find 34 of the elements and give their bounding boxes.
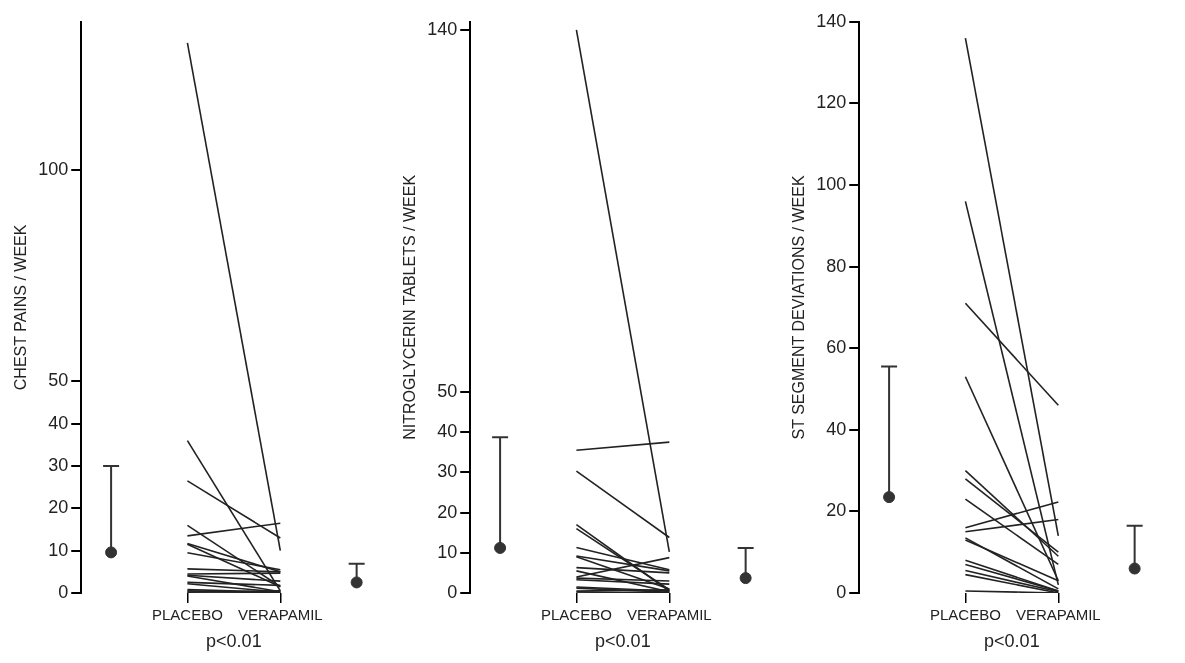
y-axis-title: ST SEGMENT DEVIATIONS / WEEK — [790, 175, 808, 440]
y-tick-label: 140 — [427, 18, 458, 39]
y-tick-label: 40 — [826, 418, 847, 439]
y-tick-label: 80 — [826, 255, 847, 276]
y-tick-label: 100 — [38, 158, 69, 179]
y-tick-label: 30 — [437, 461, 458, 482]
y-axis-title: CHEST PAINS / WEEK — [12, 224, 30, 391]
y-tick-label: 10 — [437, 541, 458, 562]
y-tick-label: 0 — [58, 581, 69, 602]
y-tick-label: 100 — [816, 173, 847, 194]
y-tick-label: 140 — [816, 10, 847, 31]
y-tick-label: 20 — [826, 500, 847, 521]
y-tick-label: 50 — [48, 370, 69, 391]
y-tick-label: 60 — [826, 337, 847, 358]
y-tick-label: 40 — [437, 421, 458, 442]
y-tick-label: 120 — [816, 92, 847, 113]
text: p<0.01 — [984, 630, 1040, 651]
y-tick-label: 0 — [836, 581, 847, 602]
text: p<0.01 — [206, 630, 262, 651]
y-tick-label: 20 — [437, 501, 458, 522]
x-tick-label: PLACEBO — [540, 606, 612, 624]
y-tick-label: 0 — [447, 581, 458, 602]
y-axis-title: NITROGLYCERIN TABLETS / WEEK — [401, 174, 419, 440]
y-tick-label: 10 — [48, 539, 69, 560]
x-tick-label: VERAPAMIL — [626, 606, 712, 624]
y-tick-label: 50 — [437, 380, 458, 401]
y-tick-label: 20 — [48, 497, 69, 518]
x-tick-label: VERAPAMIL — [237, 606, 323, 624]
text: p<0.01 — [595, 630, 651, 651]
y-tick-label: 40 — [48, 412, 69, 433]
y-tick-label: 30 — [48, 455, 69, 476]
x-tick-label: PLACEBO — [151, 606, 223, 624]
x-tick-label: VERAPAMIL — [1015, 606, 1101, 624]
x-tick-label: PLACEBO — [929, 606, 1001, 624]
